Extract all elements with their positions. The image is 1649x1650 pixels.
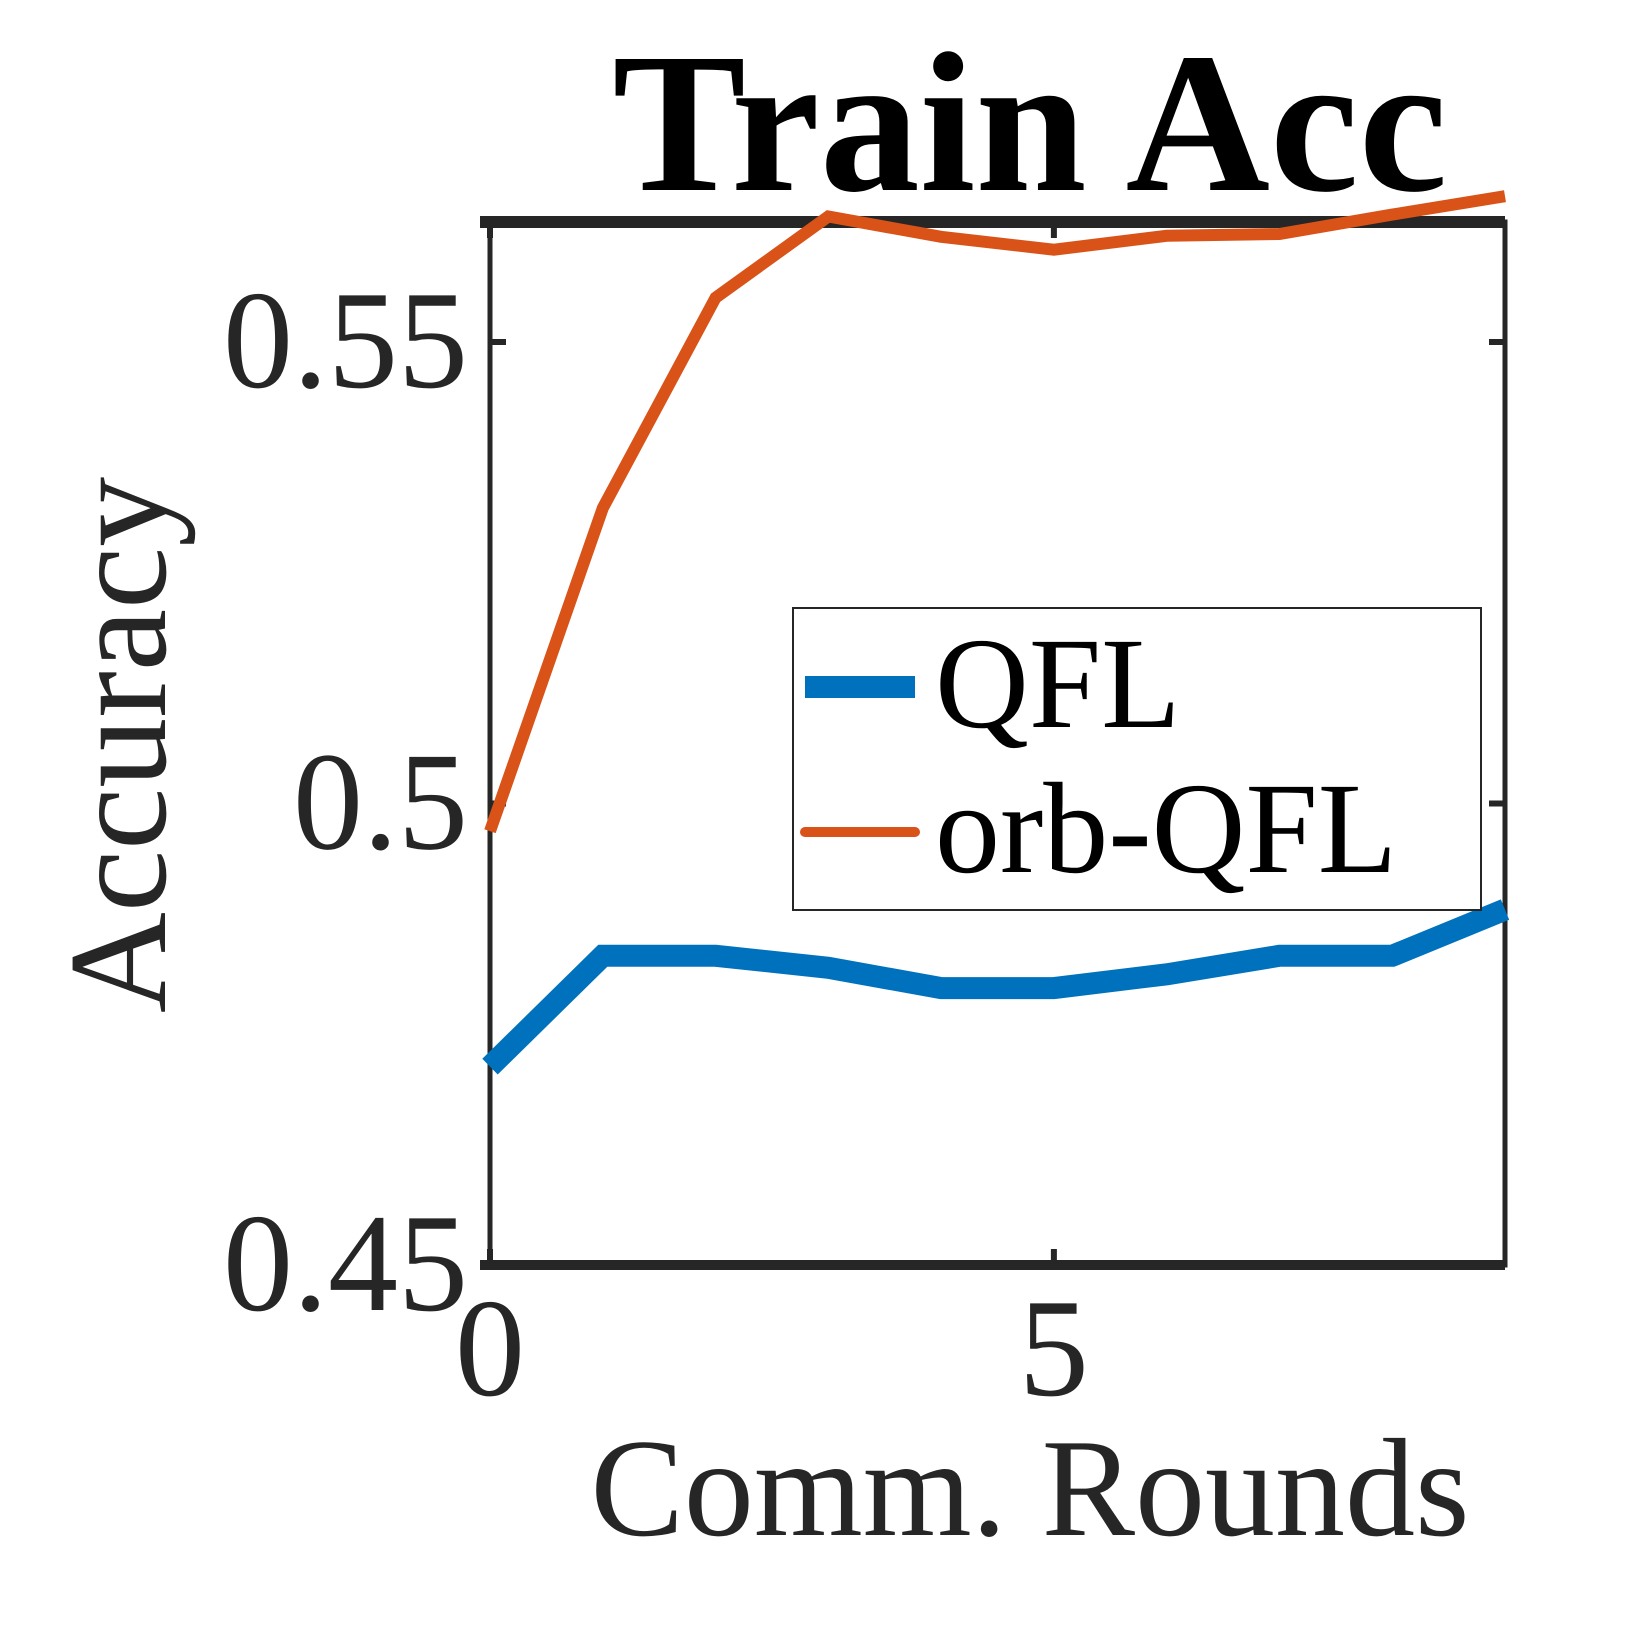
x-tick-label-1: 5 <box>1019 1271 1089 1426</box>
series-lines <box>482 190 1510 1075</box>
y-tick-label-2: 0.55 <box>223 263 468 418</box>
x-tick-label-0: 0 <box>455 1271 525 1426</box>
legend: QFL orb-QFL <box>792 607 1482 911</box>
series-line-qfl <box>482 899 1510 1075</box>
series-line-orb-qfl <box>484 190 1506 834</box>
x-axis-label: Comm. Rounds <box>590 1411 1469 1566</box>
tick-labels: 0.45 0.5 0.55 0 5 <box>223 263 1089 1426</box>
legend-label-qfl: QFL <box>935 612 1181 756</box>
y-axis-label: Accuracy <box>41 477 196 1013</box>
chart-title: Train Acc <box>612 13 1447 234</box>
y-tick-label-1: 0.5 <box>293 724 468 879</box>
legend-box <box>792 607 1482 911</box>
legend-label-orb-qfl: orb-QFL <box>935 757 1397 901</box>
y-tick-label-0: 0.45 <box>223 1186 468 1341</box>
